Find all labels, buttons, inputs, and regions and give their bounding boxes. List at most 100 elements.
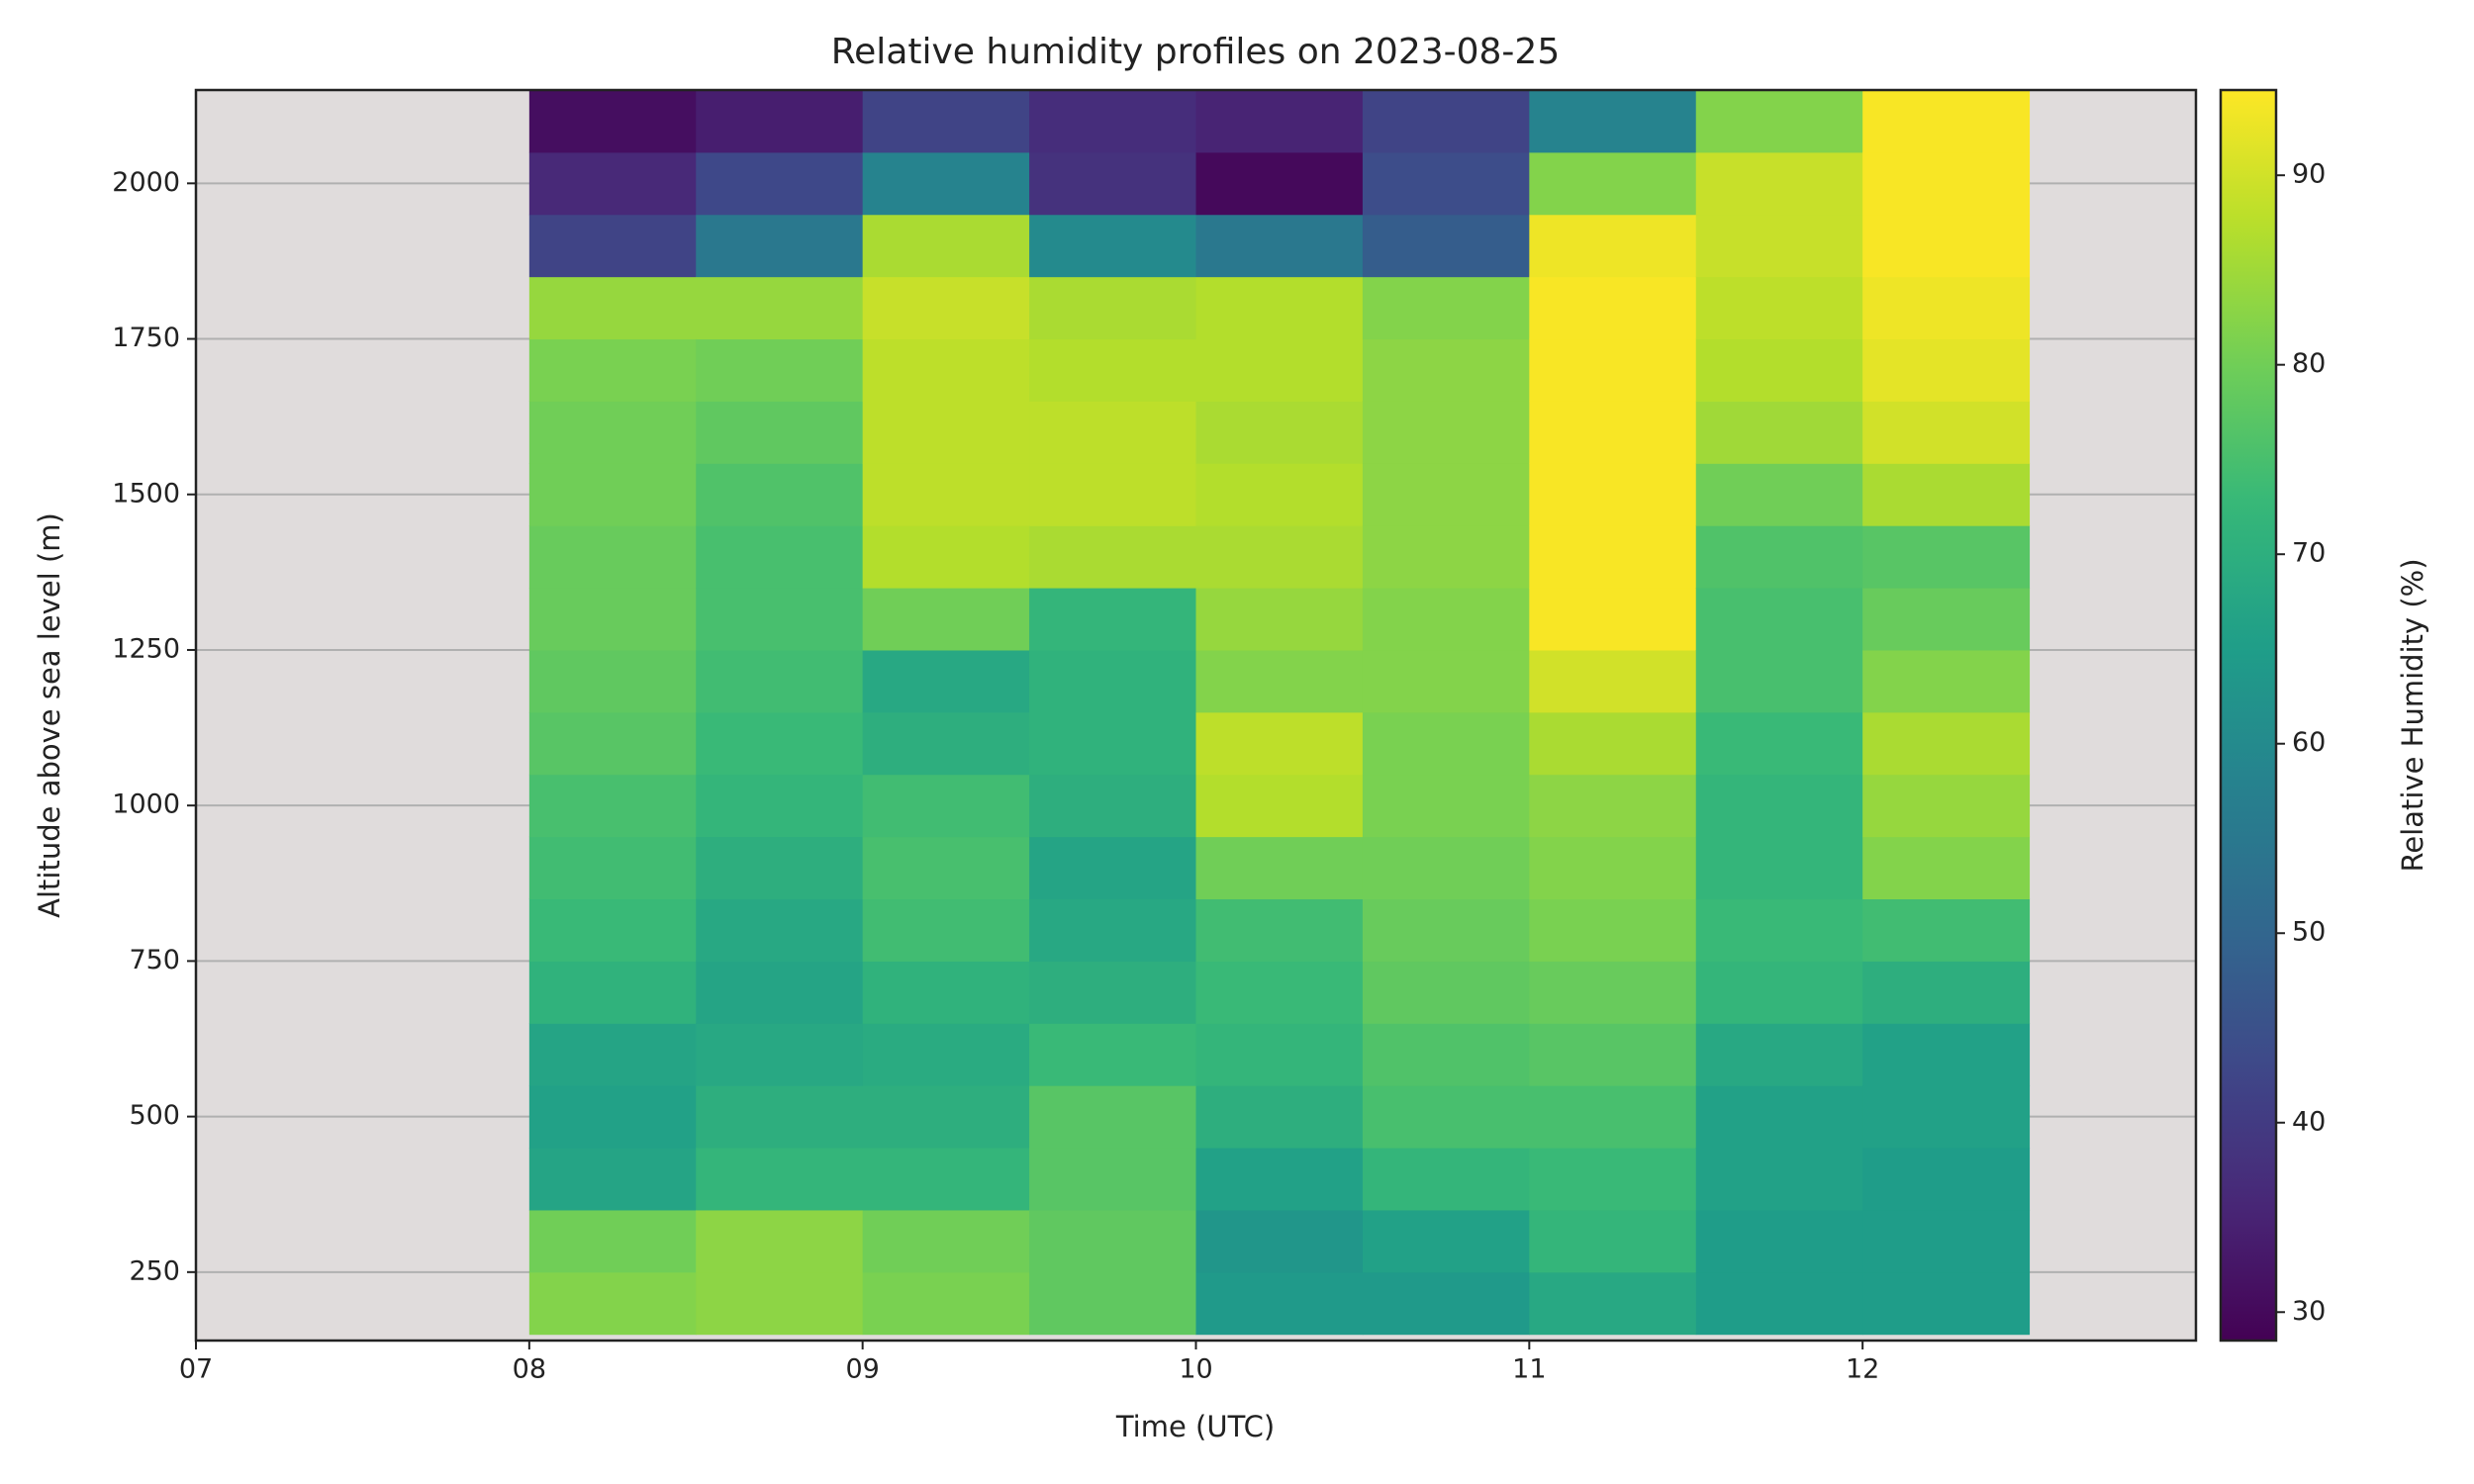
- heatmap-cell: [1029, 214, 1196, 278]
- heatmap-cell: [528, 1148, 697, 1211]
- heatmap-cell: [528, 774, 697, 838]
- heatmap-cell: [1529, 961, 1697, 1024]
- heatmap-cell: [1529, 1023, 1697, 1086]
- heatmap-cell: [696, 711, 864, 776]
- heatmap-cell: [1195, 401, 1364, 464]
- x-tick-label: 08: [513, 1354, 546, 1385]
- heatmap-cell: [528, 401, 697, 464]
- plot-frame: [194, 88, 2198, 1343]
- plot-area: [196, 90, 2196, 1336]
- heatmap-cell: [528, 463, 697, 526]
- heatmap-cell: [1029, 90, 1196, 153]
- heatmap-cell: [1029, 151, 1196, 216]
- heatmap-cell: [528, 276, 697, 340]
- y-axis-label: Altitude above sea level (m): [33, 512, 66, 918]
- heatmap-cell: [1695, 774, 1863, 838]
- heatmap-cell: [1362, 649, 1530, 713]
- y-tick-label: 750: [129, 945, 180, 975]
- colorbar-tick-label: 60: [2292, 727, 2326, 758]
- heatmap-cell: [1695, 276, 1863, 340]
- heatmap-cell: [1695, 649, 1863, 713]
- heatmap-cell: [1695, 525, 1863, 589]
- x-tick-label: 10: [1179, 1354, 1212, 1385]
- heatmap-cell: [1362, 1148, 1530, 1211]
- heatmap-cell: [1695, 151, 1863, 216]
- x-tick-label: 07: [179, 1354, 213, 1385]
- heatmap-cell: [1029, 836, 1196, 900]
- heatmap-cell: [862, 151, 1030, 216]
- heatmap-cell: [1195, 1209, 1364, 1273]
- heatmap-cell: [1362, 276, 1530, 340]
- heatmap-cell: [1362, 1209, 1530, 1273]
- heatmap-cell: [1695, 1271, 1863, 1336]
- heatmap-cell: [528, 1085, 697, 1149]
- heatmap-cell: [862, 1085, 1030, 1149]
- heatmap-cell: [862, 214, 1030, 278]
- heatmap-cell: [862, 649, 1030, 713]
- heatmap-cell: [1029, 276, 1196, 340]
- heatmap-cell: [1862, 1148, 2031, 1211]
- colorbar-tick-label: 50: [2292, 917, 2326, 948]
- heatmap-cell: [1195, 1085, 1364, 1149]
- y-tick-label: 1000: [112, 789, 180, 820]
- heatmap-cell: [1862, 276, 2031, 340]
- heatmap-cell: [1195, 961, 1364, 1024]
- heatmap-cell: [1362, 338, 1530, 402]
- heatmap-cell: [528, 711, 697, 776]
- heatmap-cell: [1862, 961, 2031, 1024]
- heatmap-cell: [528, 151, 697, 216]
- heatmap-cell: [696, 588, 864, 651]
- heatmap-cell: [862, 276, 1030, 340]
- heatmap-cell: [1862, 214, 2031, 278]
- colorbar-label: Relative Humidity (%): [2396, 558, 2429, 872]
- heatmap-cell: [528, 1209, 697, 1273]
- heatmap-cell: [1362, 214, 1530, 278]
- heatmap-cell: [528, 214, 697, 278]
- heatmap-cell: [1195, 836, 1364, 900]
- heatmap-cell: [696, 90, 864, 153]
- heatmap-cell: [528, 961, 697, 1024]
- heatmap-cell: [1195, 898, 1364, 962]
- x-tick-label: 09: [845, 1354, 879, 1385]
- heatmap-cell: [862, 774, 1030, 838]
- heatmap-cell: [1029, 401, 1196, 464]
- heatmap-cell: [1862, 463, 2031, 526]
- heatmap-cell: [1529, 525, 1697, 589]
- heatmap-cell: [528, 1023, 697, 1086]
- heatmap-cell: [1529, 588, 1697, 651]
- heatmap-cell: [1529, 1148, 1697, 1211]
- heatmap-cell: [862, 1148, 1030, 1211]
- heatmap-cell: [696, 836, 864, 900]
- y-tick-label: 250: [129, 1255, 180, 1286]
- y-tick-label: 1500: [112, 478, 180, 509]
- heatmap-cell: [1029, 1271, 1196, 1336]
- heatmap-cell: [696, 898, 864, 962]
- heatmap-cell: [862, 961, 1030, 1024]
- heatmap-cell: [1862, 1209, 2031, 1273]
- colorbar-tick-label: 40: [2292, 1106, 2326, 1137]
- heatmap-cell: [1029, 588, 1196, 651]
- heatmap-cell: [1362, 711, 1530, 776]
- heatmap-cell: [1695, 898, 1863, 962]
- heatmap-cell: [1529, 151, 1697, 216]
- heatmap-cell: [1362, 525, 1530, 589]
- heatmap-cell: [1695, 214, 1863, 278]
- heatmap-cell: [696, 463, 864, 526]
- heatmap-cell: [862, 90, 1030, 153]
- heatmap-cell: [1195, 276, 1364, 340]
- heatmap-cell: [1029, 1209, 1196, 1273]
- heatmap-cell: [862, 463, 1030, 526]
- heatmap-cell: [1195, 711, 1364, 776]
- heatmap-cell: [696, 525, 864, 589]
- heatmap-cell: [1695, 401, 1863, 464]
- heatmap-cell: [1529, 338, 1697, 402]
- heatmap-cell: [862, 525, 1030, 589]
- heatmap-cell: [696, 1148, 864, 1211]
- heatmap-cell: [1862, 588, 2031, 651]
- heatmap-cell: [862, 588, 1030, 651]
- heatmap-cell: [862, 401, 1030, 464]
- heatmap-cell: [528, 525, 697, 589]
- heatmap-cell: [1695, 836, 1863, 900]
- heatmap-cell: [696, 961, 864, 1024]
